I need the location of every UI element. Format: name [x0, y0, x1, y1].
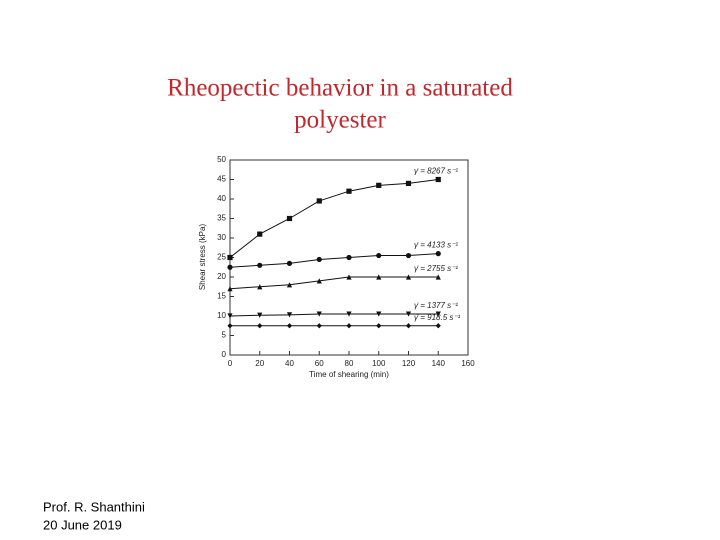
marker: [227, 313, 233, 319]
y-tick-label: 45: [217, 175, 226, 184]
marker: [376, 311, 382, 317]
marker: [257, 231, 263, 237]
x-tick-label: 60: [315, 359, 324, 368]
marker: [405, 323, 412, 329]
title-line-1: Rheopectic behavior in a saturated: [167, 75, 513, 102]
marker: [227, 264, 233, 270]
marker: [257, 262, 263, 268]
y-tick-label: 25: [217, 253, 226, 262]
x-tick-label: 120: [402, 359, 416, 368]
series-label: γ̇ = 4133 s⁻¹: [414, 241, 458, 250]
marker: [405, 180, 412, 186]
y-tick-label: 10: [217, 311, 226, 320]
marker: [316, 256, 322, 263]
marker: [346, 274, 352, 280]
marker: [316, 311, 322, 317]
marker: [257, 284, 263, 290]
author: Prof. R. Shanthini: [43, 499, 145, 514]
y-tick-label: 15: [217, 292, 226, 301]
series-label: γ̇ = 1377 s⁻¹: [414, 301, 458, 310]
marker: [316, 198, 322, 204]
marker: [257, 312, 263, 318]
marker: [346, 254, 352, 261]
marker: [435, 251, 441, 257]
marker: [316, 278, 322, 284]
marker: [435, 323, 441, 329]
marker: [376, 182, 382, 188]
y-tick-label: 0: [222, 350, 227, 359]
x-tick-label: 80: [345, 359, 354, 368]
marker: [227, 323, 233, 329]
x-tick-label: 100: [372, 359, 386, 368]
x-tick-label: 140: [432, 359, 446, 368]
marker: [346, 188, 352, 194]
marker: [435, 176, 441, 183]
marker: [346, 311, 352, 317]
y-axis-label: Shear stress (kPa): [198, 224, 207, 291]
marker: [376, 274, 382, 280]
series-line: [229, 179, 439, 258]
series-line: [229, 253, 439, 268]
marker: [286, 260, 293, 266]
x-tick-label: 160: [461, 359, 475, 368]
marker: [316, 323, 322, 329]
marker: [286, 312, 293, 318]
x-tick-label: 0: [228, 359, 233, 368]
y-tick-label: 50: [217, 155, 226, 164]
marker: [227, 286, 233, 292]
marker: [286, 323, 293, 329]
x-axis-label: Time of shearing (min): [309, 370, 389, 379]
date: 20 June 2019: [43, 517, 122, 532]
marker: [435, 311, 441, 317]
marker: [257, 323, 263, 329]
y-tick-label: 20: [217, 272, 226, 281]
series-line: [229, 313, 439, 317]
marker: [405, 252, 412, 259]
y-tick-label: 30: [217, 233, 226, 242]
series-label: γ̇ = 918.5 s⁻¹: [414, 313, 461, 322]
series-line: [229, 276, 439, 290]
series-label: γ̇ = 8267 s⁻¹: [414, 167, 458, 176]
marker: [405, 274, 412, 280]
x-tick-label: 40: [285, 359, 294, 368]
marker: [376, 252, 382, 259]
marker: [286, 282, 293, 288]
series-label: γ̇ = 2755 s⁻¹: [414, 264, 458, 273]
marker: [346, 323, 352, 329]
marker: [435, 274, 441, 280]
y-tick-label: 40: [217, 194, 226, 203]
marker: [376, 323, 382, 329]
marker: [286, 215, 293, 222]
y-tick-label: 35: [217, 214, 226, 223]
title-line-2: polyester: [294, 107, 386, 134]
marker: [405, 311, 412, 317]
y-tick-label: 5: [222, 331, 227, 340]
x-tick-label: 20: [255, 359, 264, 368]
marker: [227, 254, 233, 261]
